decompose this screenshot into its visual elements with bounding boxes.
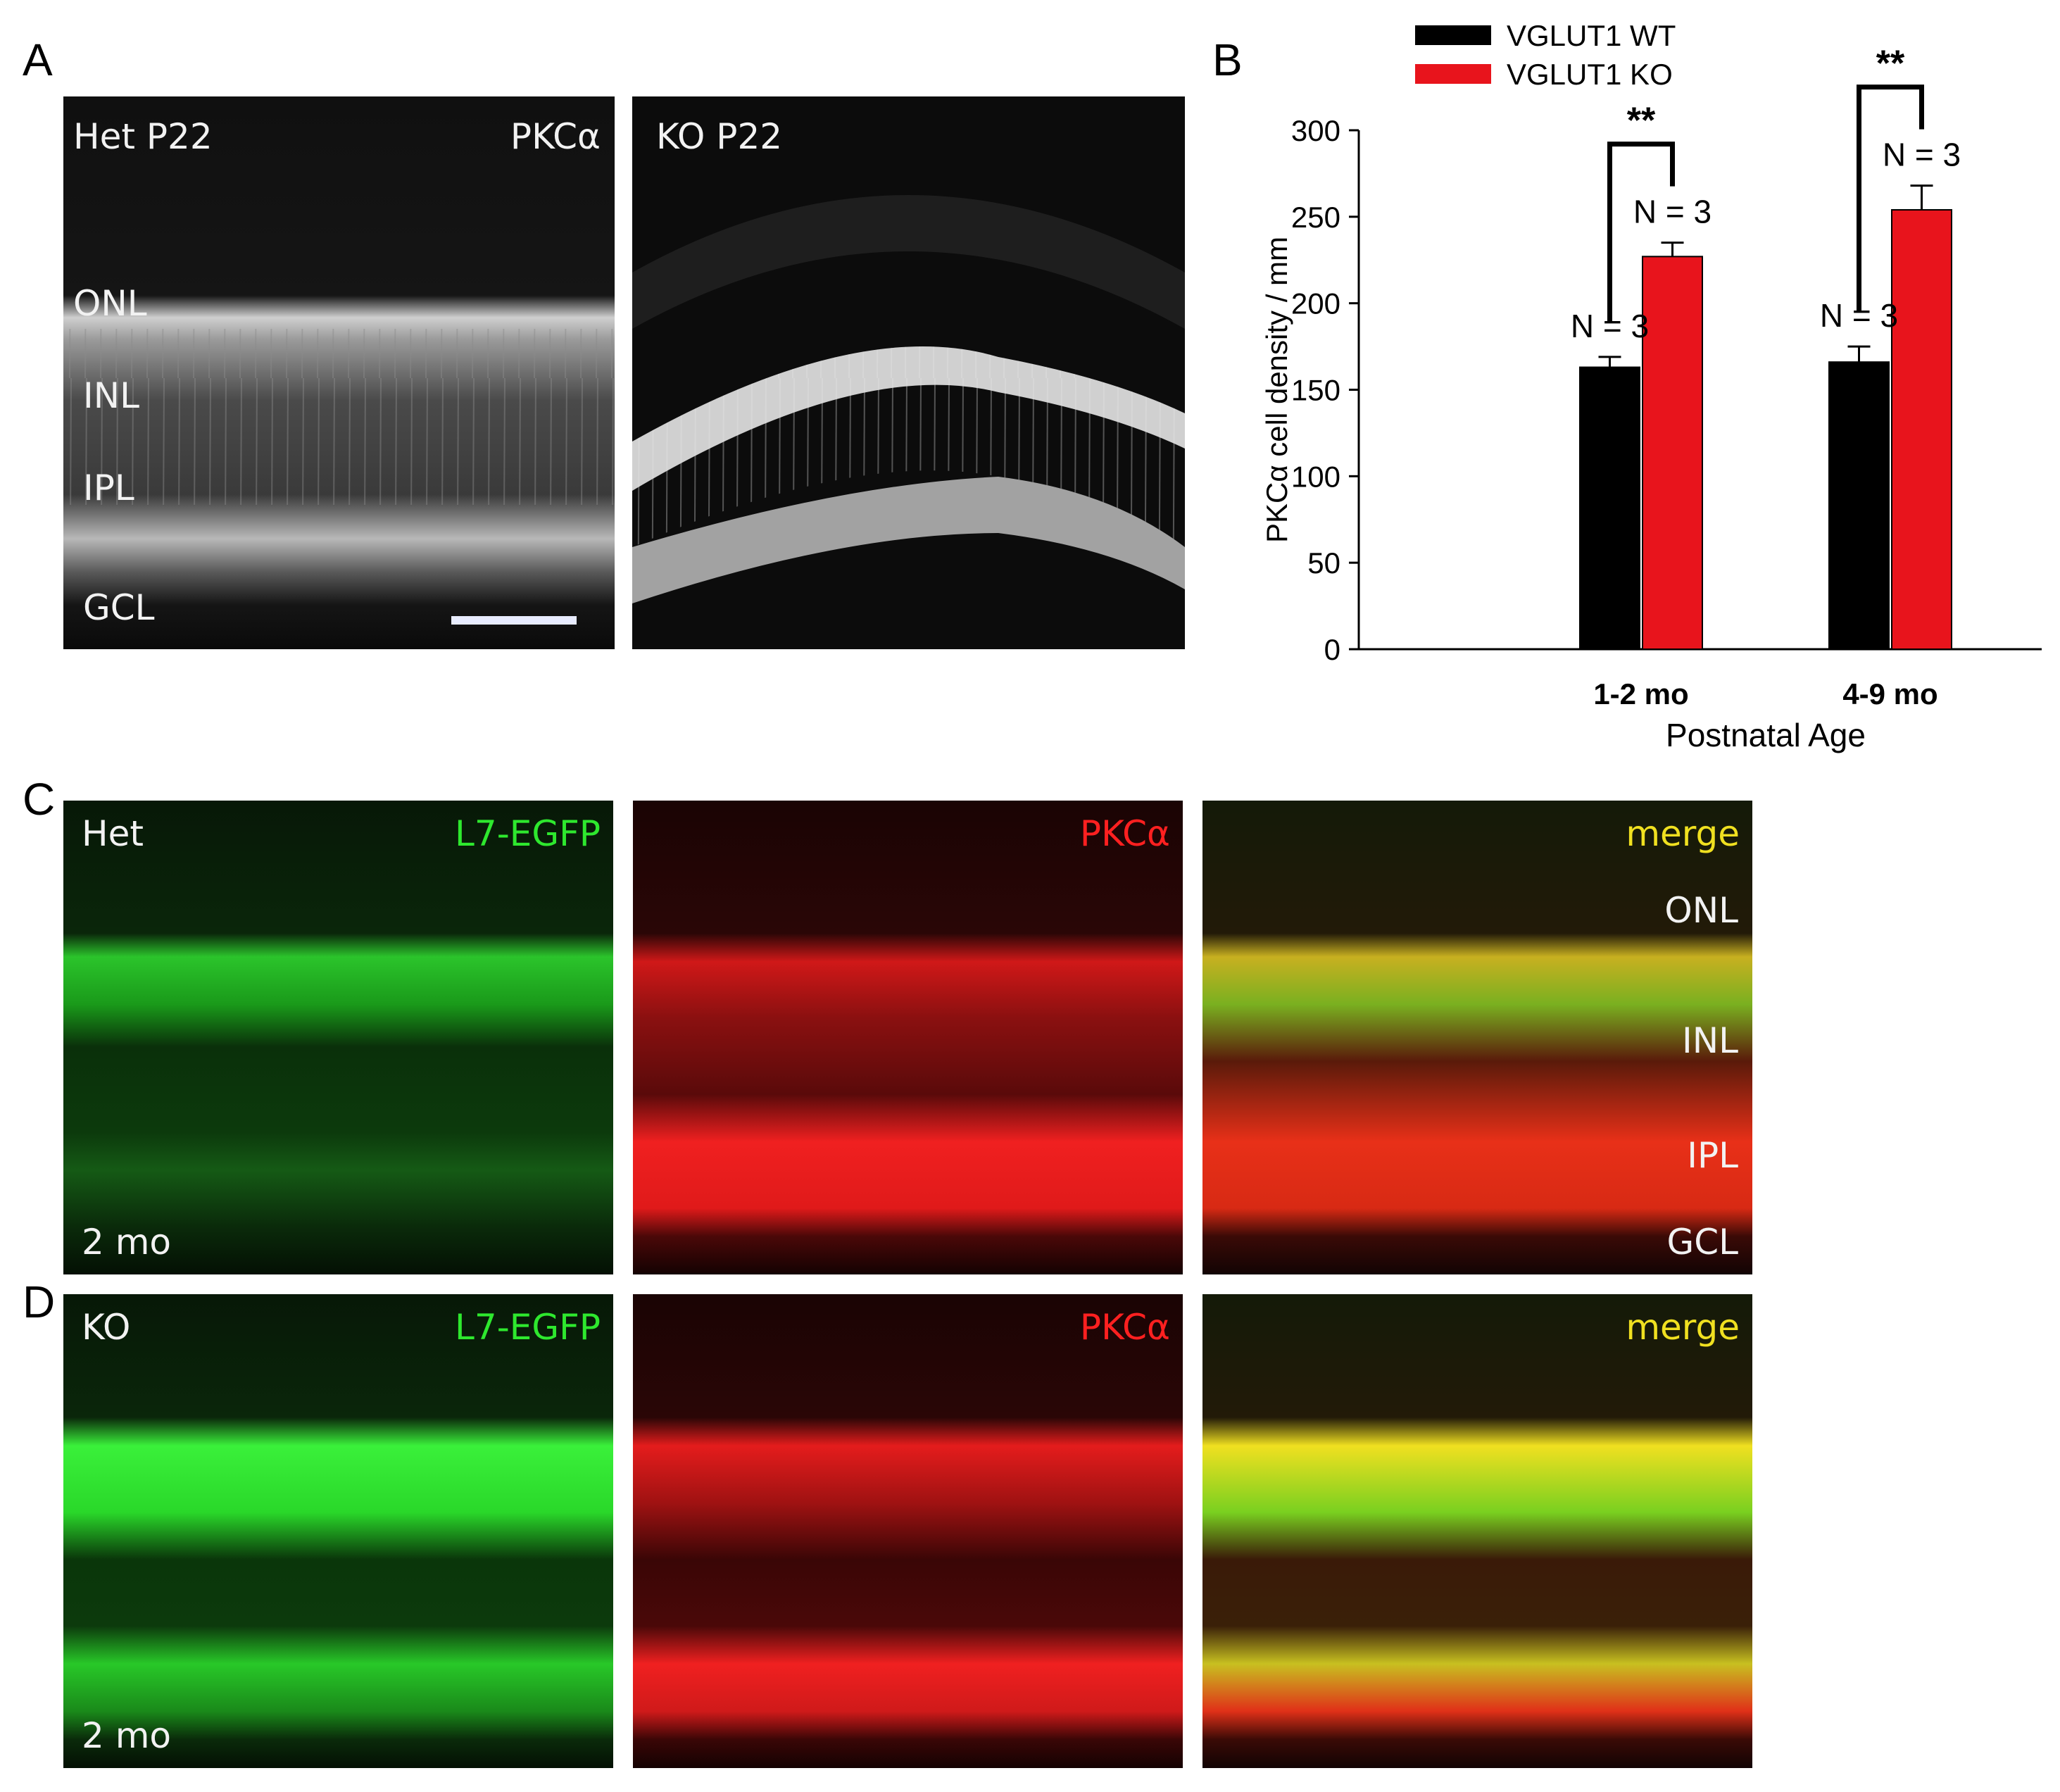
y-tick-label: 0 xyxy=(1324,633,1340,666)
panel-label-c: C xyxy=(23,774,56,825)
scale-bar xyxy=(451,616,577,625)
significance-bracket xyxy=(1607,142,1675,322)
panel-a-het-genotype-label: Het P22 xyxy=(73,116,213,157)
panel-c-merge-micrograph xyxy=(1202,801,1752,1274)
panel-d-pkca-image: PKCα xyxy=(633,1294,1183,1768)
panel-c-layer-ipl: IPL xyxy=(1687,1135,1738,1176)
panel-d-channel-egfp: L7-EGFP xyxy=(455,1307,601,1348)
panel-a-ko-micrograph xyxy=(632,96,1185,649)
panel-c-layer-gcl: GCL xyxy=(1666,1222,1738,1262)
panel-d-egfp-image: KO L7-EGFP 2 mo xyxy=(63,1294,613,1768)
panel-a-layer-onl: ONL xyxy=(73,283,147,324)
significance-bracket xyxy=(1857,84,1924,312)
bar xyxy=(1891,209,1952,650)
panel-a-marker-label: PKCα xyxy=(510,116,601,157)
x-axis-label: Postnatal Age xyxy=(1666,717,1866,753)
legend-swatch xyxy=(1415,25,1491,45)
panel-d-merge-micrograph xyxy=(1202,1294,1752,1768)
panel-d-merge-image: merge xyxy=(1202,1294,1752,1768)
panel-d-egfp-micrograph xyxy=(63,1294,613,1768)
y-tick-label: 300 xyxy=(1291,114,1340,147)
y-tick-label: 250 xyxy=(1291,201,1340,234)
panel-c-channel-pkca: PKCα xyxy=(1079,813,1170,854)
legend-label: VGLUT1 WT xyxy=(1507,19,1676,52)
panel-a-layer-inl: INL xyxy=(83,375,140,416)
bar xyxy=(1828,361,1890,651)
significance-marker: ** xyxy=(1627,101,1656,142)
significance-marker: ** xyxy=(1876,44,1905,84)
sample-size-label: N = 3 xyxy=(1571,308,1649,344)
legend-label: VGLUT1 KO xyxy=(1507,58,1673,91)
panel-label-b: B xyxy=(1212,35,1243,85)
bar xyxy=(1579,366,1640,651)
bar xyxy=(1642,256,1703,650)
panel-c-genotype-label: Het xyxy=(82,813,144,854)
y-tick-label: 200 xyxy=(1291,287,1340,320)
panel-label-d: D xyxy=(23,1277,56,1327)
panel-c-pkca-image: PKCα xyxy=(633,801,1183,1274)
panel-c-merge-image: merge ONL INL IPL GCL xyxy=(1202,801,1752,1274)
y-tick-label: 100 xyxy=(1291,460,1340,493)
y-axis-label: PKCα cell density / mm xyxy=(1260,237,1293,543)
panel-a-ko-genotype-label: KO P22 xyxy=(656,116,783,157)
panel-c-layer-inl: INL xyxy=(1681,1020,1738,1061)
x-tick-label: 1-2 mo xyxy=(1593,677,1688,710)
sample-size-label: N = 3 xyxy=(1883,137,1961,173)
panel-c-pkca-micrograph xyxy=(633,801,1183,1274)
panel-c-layer-onl: ONL xyxy=(1664,890,1738,931)
panel-d-channel-pkca: PKCα xyxy=(1079,1307,1170,1348)
panel-c-channel-egfp: L7-EGFP xyxy=(455,813,601,854)
panel-label-a: A xyxy=(23,35,53,85)
panel-c-egfp-image: Het L7-EGFP 2 mo xyxy=(63,801,613,1274)
panel-d-channel-merge: merge xyxy=(1626,1307,1740,1348)
y-tick-label: 50 xyxy=(1307,546,1340,579)
panel-a-het-micrograph xyxy=(63,96,615,649)
panel-a-layer-gcl: GCL xyxy=(83,587,155,628)
panel-c-channel-merge: merge xyxy=(1626,813,1740,854)
x-tick-label: 4-9 mo xyxy=(1842,677,1937,710)
panel-d-genotype-label: KO xyxy=(82,1307,131,1348)
y-tick-label: 150 xyxy=(1291,374,1340,407)
panel-b-bar-chart: 0 50 100 150 200 250 300 PKCα cell density / mm… xyxy=(1260,19,2042,753)
panel-d-age-label: 2 mo xyxy=(82,1715,172,1756)
panel-c-age-label: 2 mo xyxy=(82,1222,172,1262)
panel-a-ko-image: KO P22 xyxy=(632,96,1185,649)
sample-size-label: N = 3 xyxy=(1820,297,1898,334)
legend-swatch xyxy=(1415,64,1491,84)
panel-a-layer-ipl: IPL xyxy=(83,468,134,508)
panel-a-het-image: Het P22 PKCα ONL INL IPL GCL xyxy=(63,96,615,649)
panel-c-egfp-micrograph xyxy=(63,801,613,1274)
panel-d-pkca-micrograph xyxy=(633,1294,1183,1768)
sample-size-label: N = 3 xyxy=(1633,194,1712,230)
